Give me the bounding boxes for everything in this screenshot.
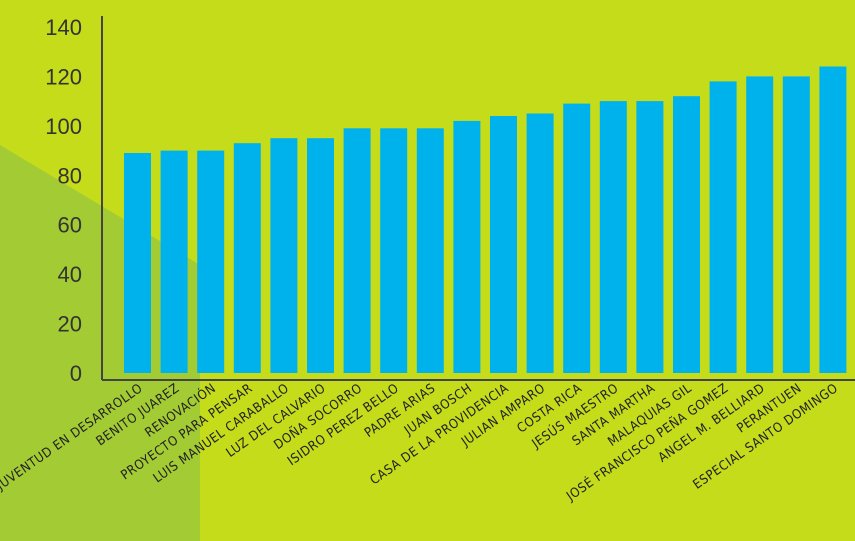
y-tick-label: 60 bbox=[58, 213, 82, 238]
bar bbox=[124, 153, 151, 373]
bar bbox=[673, 96, 700, 373]
y-tick-label: 20 bbox=[58, 312, 82, 337]
bar bbox=[197, 150, 225, 373]
bar bbox=[233, 143, 261, 373]
y-tick-label: 0 bbox=[70, 361, 82, 386]
y-tick-label: 40 bbox=[58, 262, 82, 287]
bar bbox=[160, 150, 188, 373]
bar bbox=[563, 103, 591, 373]
y-tick-label: 140 bbox=[45, 15, 82, 40]
bar bbox=[453, 120, 481, 374]
bar bbox=[270, 138, 298, 373]
y-tick-label: 80 bbox=[58, 163, 82, 188]
bar bbox=[343, 128, 371, 373]
bar bbox=[526, 113, 554, 373]
bar bbox=[599, 101, 627, 373]
bar bbox=[746, 76, 774, 374]
bar bbox=[782, 76, 810, 374]
bar bbox=[819, 66, 847, 373]
bar bbox=[636, 101, 664, 373]
bar bbox=[307, 138, 334, 373]
bar bbox=[380, 128, 408, 373]
bar bbox=[709, 81, 737, 374]
bar bbox=[490, 116, 517, 373]
bars-group bbox=[124, 66, 847, 374]
y-axis-ticks: 0 20 40 60 80 100 120 140 bbox=[45, 15, 82, 386]
bar bbox=[416, 128, 444, 373]
y-tick-label: 100 bbox=[45, 114, 82, 139]
y-tick-label: 120 bbox=[45, 64, 82, 89]
